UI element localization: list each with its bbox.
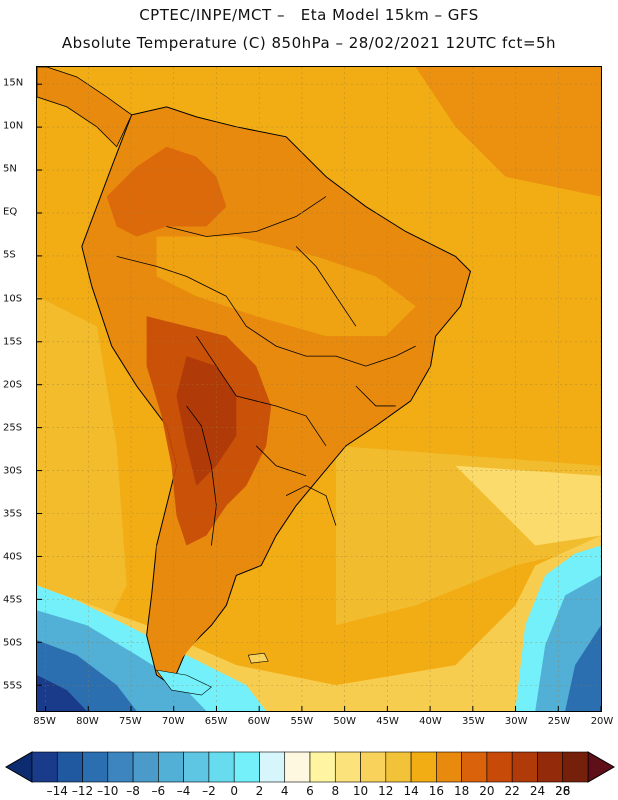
lon-label-55W: 55W bbox=[290, 716, 314, 727]
country-borders bbox=[116, 196, 416, 546]
colorbar-segment bbox=[158, 751, 184, 783]
colorbar-segment bbox=[259, 751, 286, 783]
temperature-map bbox=[37, 67, 601, 711]
colorbar-segment bbox=[309, 751, 336, 783]
nw-warm bbox=[106, 146, 227, 237]
colorbar-segment bbox=[511, 751, 538, 783]
colorbar-segment bbox=[183, 751, 210, 783]
lat-label-25S: 25S bbox=[3, 422, 23, 434]
colorbar-label: 24 bbox=[529, 784, 546, 798]
colorbar-label: –10 bbox=[97, 784, 119, 798]
lat-label-EQ: EQ bbox=[3, 206, 18, 218]
colorbar-segment bbox=[562, 751, 589, 783]
falkland-islands bbox=[247, 652, 269, 664]
colorbar-segment bbox=[410, 751, 437, 783]
ne-warm-band bbox=[415, 67, 601, 197]
amazon-region bbox=[156, 236, 416, 337]
colorbar-segment bbox=[56, 751, 83, 783]
pacific-cool-band bbox=[37, 296, 127, 626]
lon-label-40W: 40W bbox=[419, 716, 442, 727]
lat-label-20S: 20S bbox=[3, 379, 23, 391]
lat-label-40S: 40S bbox=[3, 551, 23, 563]
colorbar-label: 20 bbox=[479, 784, 495, 798]
sw-cold-4 bbox=[37, 675, 87, 711]
lat-label-55S: 55S bbox=[3, 680, 23, 692]
lon-label-25W: 25W bbox=[547, 716, 571, 727]
colorbar-label: 12 bbox=[378, 784, 394, 798]
colorbar-segment bbox=[461, 751, 488, 783]
lon-label-50W: 50W bbox=[333, 716, 357, 727]
lon-label-75W: 75W bbox=[119, 716, 142, 727]
colorbar bbox=[4, 751, 616, 783]
colorbar-label: –12 bbox=[71, 784, 94, 798]
grid-lines bbox=[37, 67, 601, 711]
lon-label-20W: 20W bbox=[590, 716, 614, 727]
colorbar-label: 16 bbox=[428, 784, 444, 798]
colorbar-label: 26 bbox=[555, 784, 571, 798]
se-cold-3 bbox=[565, 625, 601, 711]
title-line-1: CPTEC/INPE/MCT – Eta Model 15km – GFS bbox=[139, 6, 479, 24]
colorbar-under-arrow bbox=[4, 751, 33, 783]
colorbar-segment bbox=[132, 751, 159, 783]
colorbar-label: 4 bbox=[280, 784, 289, 798]
colorbar-label: –4 bbox=[176, 784, 191, 798]
atlantic-light-band bbox=[455, 465, 601, 546]
colorbar-segment bbox=[334, 751, 361, 783]
lon-label-45W: 45W bbox=[376, 716, 399, 727]
lon-label-35W: 35W bbox=[462, 716, 485, 727]
lat-label-10S: 10S bbox=[3, 293, 23, 305]
colorbar-segment bbox=[360, 751, 387, 783]
lat-label-35S: 35S bbox=[3, 508, 23, 520]
lat-label-5N: 5N bbox=[3, 163, 17, 175]
colorbar-label: 10 bbox=[352, 784, 369, 798]
lat-label-30S: 30S bbox=[3, 465, 23, 477]
lat-label-15S: 15S bbox=[3, 336, 23, 348]
colorbar-label: –14 bbox=[46, 784, 68, 798]
colorbar-label: 14 bbox=[403, 784, 419, 798]
colorbar-label: 0 bbox=[230, 784, 238, 798]
lat-label-10N: 10N bbox=[3, 120, 24, 132]
tierra-del-fuego bbox=[155, 669, 212, 696]
colorbar-over-arrow bbox=[587, 751, 616, 783]
colorbar-segment bbox=[31, 751, 58, 783]
colorbar-label: –8 bbox=[126, 784, 140, 798]
title-line-2: Absolute Temperature (C) 850hPa – 28/02/… bbox=[61, 34, 557, 52]
colorbar-segment bbox=[107, 751, 134, 783]
colorbar-segment bbox=[208, 751, 235, 783]
hot-core-inner bbox=[176, 356, 237, 486]
colorbar-label: 8 bbox=[331, 784, 340, 798]
colorbar-label: –2 bbox=[202, 784, 216, 798]
lat-label-45S: 45S bbox=[3, 594, 23, 606]
lon-label-70W: 70W bbox=[161, 716, 185, 727]
lon-label-30W: 30W bbox=[504, 716, 528, 727]
colorbar-label: –6 bbox=[151, 784, 166, 798]
colorbar-segment bbox=[284, 751, 311, 783]
colorbar-label: 2 bbox=[255, 784, 264, 798]
lat-label-5S: 5S bbox=[3, 249, 16, 261]
colorbar-segment bbox=[537, 751, 564, 783]
colorbar-label: 18 bbox=[453, 784, 470, 798]
lon-label-60W: 60W bbox=[247, 716, 271, 727]
lat-label-50S: 50S bbox=[3, 637, 23, 649]
lon-label-65W: 65W bbox=[204, 716, 228, 727]
colorbar-label: 22 bbox=[504, 784, 520, 798]
colorbar-segment bbox=[385, 751, 412, 783]
colorbar-label: 28 bbox=[555, 784, 571, 798]
lon-label-80W: 80W bbox=[76, 716, 99, 727]
colorbar-segment bbox=[82, 751, 109, 783]
colorbar-label: 6 bbox=[306, 784, 314, 798]
lon-label-85W: 85W bbox=[33, 716, 56, 727]
colorbar-segment bbox=[436, 751, 462, 783]
colorbar-segment bbox=[486, 751, 513, 783]
map-panel bbox=[36, 66, 602, 712]
lat-label-15N: 15N bbox=[3, 77, 24, 89]
colorbar-segment bbox=[233, 751, 260, 783]
